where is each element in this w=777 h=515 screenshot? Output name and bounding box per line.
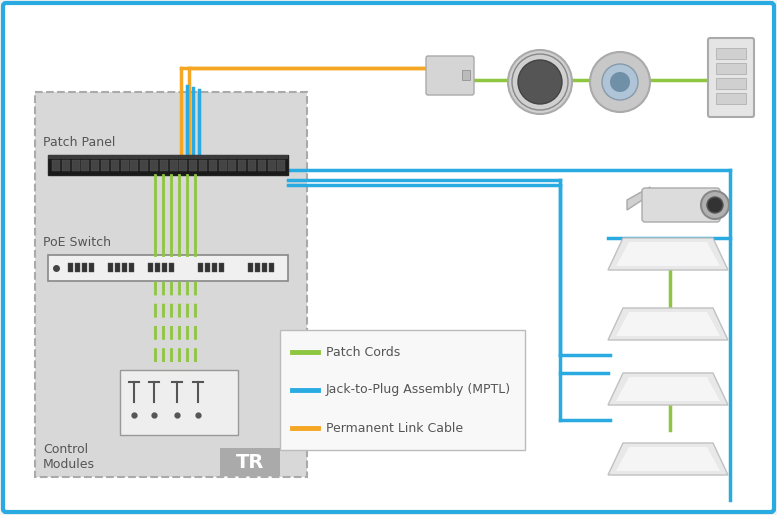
Bar <box>62 160 70 171</box>
Bar <box>122 263 127 272</box>
Bar <box>255 263 260 272</box>
Bar <box>68 263 73 272</box>
Bar <box>258 160 266 171</box>
Bar <box>169 263 174 272</box>
FancyBboxPatch shape <box>280 330 525 450</box>
Bar <box>212 263 217 272</box>
Polygon shape <box>616 447 720 471</box>
Bar <box>82 263 87 272</box>
Text: Jack-to-Plug Assembly (MPTL): Jack-to-Plug Assembly (MPTL) <box>326 384 511 397</box>
Bar <box>209 160 217 171</box>
Bar <box>205 263 210 272</box>
Bar <box>462 70 470 80</box>
Bar <box>89 263 94 272</box>
Text: Patch Panel: Patch Panel <box>43 136 115 149</box>
Circle shape <box>610 72 630 92</box>
Circle shape <box>518 60 562 104</box>
FancyBboxPatch shape <box>426 56 474 95</box>
Bar <box>131 160 138 171</box>
Bar <box>716 93 746 104</box>
Polygon shape <box>616 312 720 336</box>
Polygon shape <box>608 373 728 405</box>
Bar <box>111 160 119 171</box>
Bar <box>267 160 276 171</box>
Text: Permanent Link Cable: Permanent Link Cable <box>326 421 463 435</box>
Bar <box>162 263 167 272</box>
Bar <box>198 263 203 272</box>
Bar <box>148 263 153 272</box>
Text: Patch Cords: Patch Cords <box>326 346 400 358</box>
Bar <box>190 160 197 171</box>
Polygon shape <box>616 377 720 401</box>
Polygon shape <box>627 187 650 210</box>
Bar <box>199 160 207 171</box>
Bar <box>150 160 158 171</box>
Circle shape <box>602 64 638 100</box>
FancyBboxPatch shape <box>3 3 774 512</box>
Bar <box>48 155 288 175</box>
Bar <box>48 255 288 281</box>
Bar <box>75 263 80 272</box>
Bar <box>219 263 224 272</box>
Bar <box>115 263 120 272</box>
Bar <box>248 263 253 272</box>
Bar <box>277 160 285 171</box>
Circle shape <box>590 52 650 112</box>
FancyBboxPatch shape <box>642 188 720 222</box>
Bar <box>262 263 267 272</box>
Bar <box>101 160 109 171</box>
Bar <box>239 160 246 171</box>
Bar <box>220 448 280 476</box>
Bar <box>160 160 168 171</box>
Bar <box>155 263 160 272</box>
Polygon shape <box>616 242 720 266</box>
Bar <box>129 263 134 272</box>
Polygon shape <box>608 443 728 475</box>
Text: TR: TR <box>235 453 264 472</box>
Bar <box>179 160 187 171</box>
Bar <box>108 263 113 272</box>
Circle shape <box>508 50 572 114</box>
Bar <box>248 160 256 171</box>
Bar <box>91 160 99 171</box>
Bar <box>71 160 79 171</box>
Bar <box>716 78 746 89</box>
Bar <box>140 160 148 171</box>
Bar <box>48 155 288 159</box>
Bar <box>716 63 746 74</box>
Bar <box>52 160 60 171</box>
Bar <box>269 263 274 272</box>
Polygon shape <box>608 238 728 270</box>
Bar <box>120 160 129 171</box>
Bar <box>716 48 746 59</box>
Bar <box>120 370 238 435</box>
Bar <box>82 160 89 171</box>
Bar <box>218 160 227 171</box>
Bar <box>228 160 236 171</box>
Text: Control
Modules: Control Modules <box>43 443 95 471</box>
FancyBboxPatch shape <box>708 38 754 117</box>
Text: PoE Switch: PoE Switch <box>43 236 111 249</box>
Circle shape <box>701 191 729 219</box>
Bar <box>35 92 307 477</box>
Polygon shape <box>608 308 728 340</box>
Bar <box>169 160 178 171</box>
Circle shape <box>707 197 723 213</box>
